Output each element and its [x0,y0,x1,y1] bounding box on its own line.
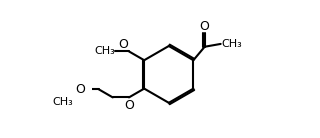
Text: O: O [200,20,210,33]
Text: CH₃: CH₃ [221,39,242,49]
Text: O: O [118,38,128,51]
Text: O: O [124,99,134,112]
Text: CH₃: CH₃ [94,46,115,56]
Text: O: O [75,83,85,96]
Text: CH₃: CH₃ [52,97,73,107]
